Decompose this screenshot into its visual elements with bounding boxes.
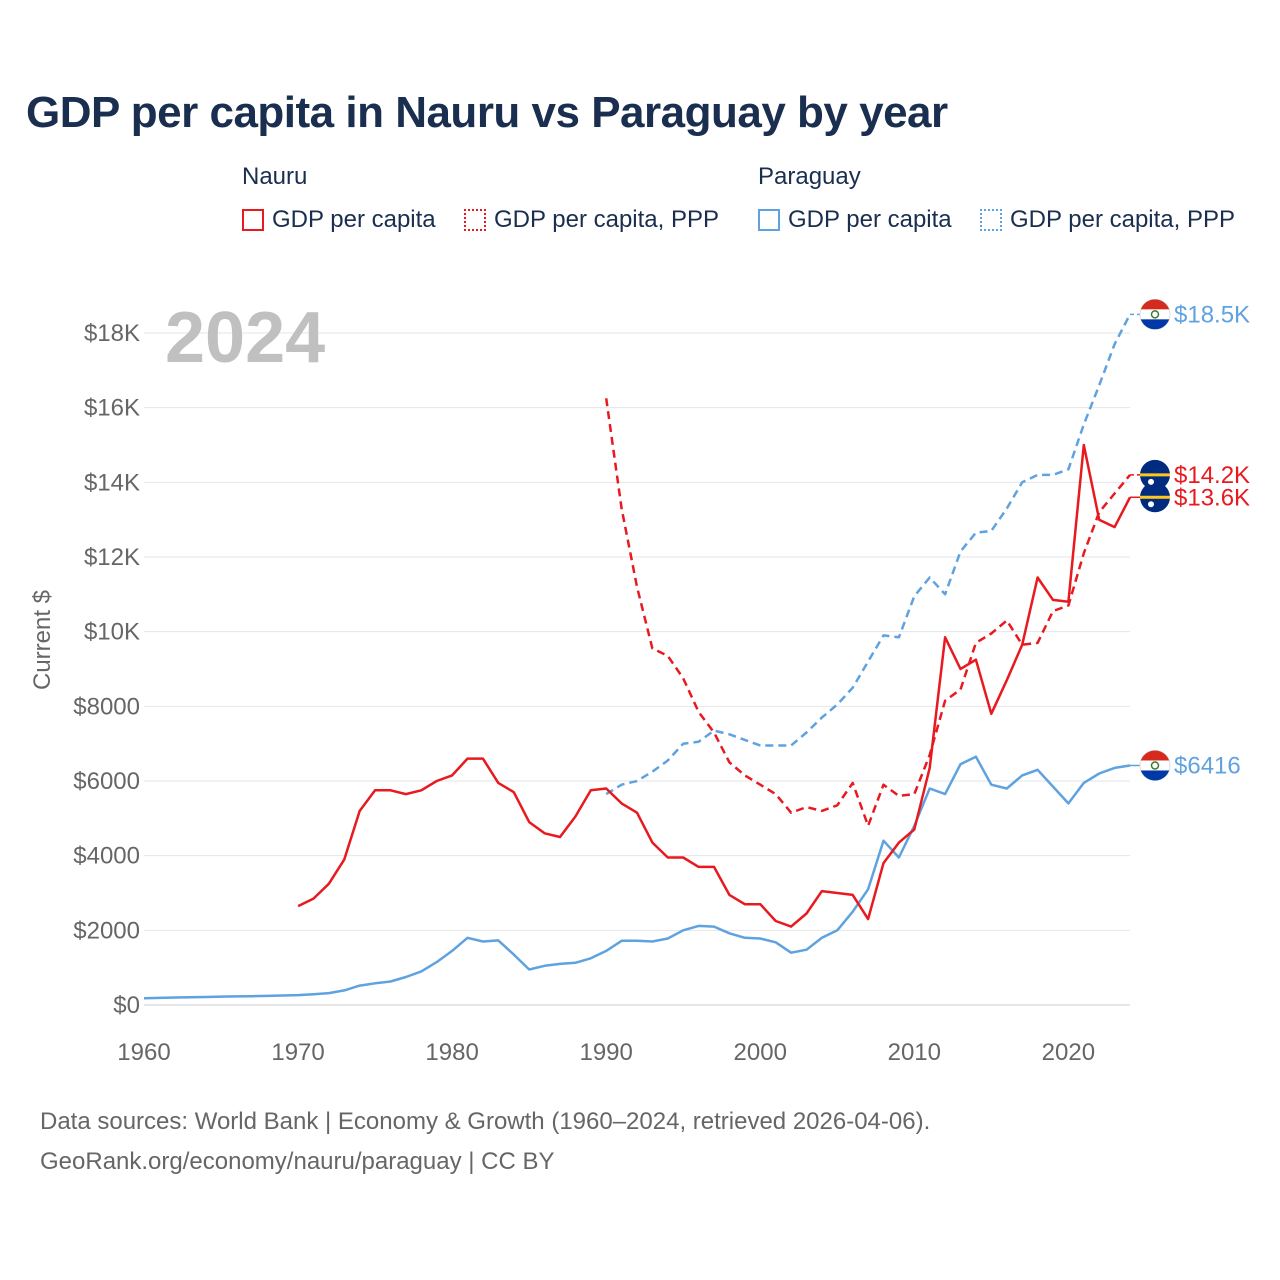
y-tick-label: $0 (113, 992, 140, 1019)
legend-swatch-solid-red (242, 209, 264, 231)
y-tick-label: $18K (84, 320, 140, 347)
x-tick-label: 2010 (888, 1039, 941, 1066)
legend-group-nauru: Nauru (242, 163, 308, 190)
end-value-label: $6416 (1174, 752, 1241, 779)
series-line-nauru-ppp[interactable] (604, 398, 1131, 828)
footer-attribution[interactable]: GeoRank.org/economy/nauru/paraguay | CC … (40, 1148, 555, 1175)
x-tick-label: 1990 (579, 1039, 632, 1066)
legend-swatch-dotted-blue (980, 209, 1002, 231)
legend-nauru-gdp[interactable]: GDP per capita (242, 205, 436, 235)
page-title: GDP per capita in Nauru vs Paraguay by y… (26, 88, 948, 137)
footer-sources: Data sources: World Bank | Economy & Gro… (40, 1108, 931, 1135)
x-tick-label: 1980 (425, 1039, 478, 1066)
x-tick-label: 2000 (734, 1039, 787, 1066)
y-tick-label: $14K (84, 469, 140, 496)
nauru-flag-icon (1140, 459, 1170, 490)
y-tick-label: $4000 (73, 843, 140, 870)
x-tick-label: 1970 (271, 1039, 324, 1066)
y-tick-label: $2000 (73, 917, 140, 944)
legend-label: GDP per capita, PPP (494, 206, 719, 233)
nauru-flag-icon (1140, 482, 1170, 513)
legend-group-paraguay: Paraguay (758, 163, 861, 190)
y-tick-label: $6000 (73, 768, 140, 795)
paraguay-flag-icon (1139, 298, 1171, 330)
end-value-label: $18.5K (1174, 301, 1250, 328)
y-axis-label: Current $ (29, 590, 56, 690)
series-line-paraguay-ppp[interactable] (605, 313, 1132, 796)
y-tick-label: $10K (84, 619, 140, 646)
x-tick-label: 1960 (117, 1039, 170, 1066)
grid-lines (144, 332, 1130, 931)
legend-paraguay-gdp[interactable]: GDP per capita (758, 205, 952, 235)
end-value-label: $13.6K (1174, 484, 1250, 511)
y-tick-label: $12K (84, 544, 140, 571)
legend-swatch-dotted-red (464, 209, 486, 231)
y-tick-label: $8000 (73, 693, 140, 720)
x-tick-label: 2020 (1042, 1039, 1095, 1066)
legend-paraguay-ppp[interactable]: GDP per capita, PPP (980, 205, 1235, 235)
legend-label: GDP per capita, PPP (1010, 206, 1235, 233)
end-markers: $6416 $18.5K $13.6K$14.2K (1130, 298, 1250, 781)
series-line-paraguay-gdp[interactable] (143, 755, 1131, 1000)
legend-nauru-ppp[interactable]: GDP per capita, PPP (464, 205, 719, 235)
end-value-label: $14.2K (1174, 462, 1250, 489)
y-tick-label: $16K (84, 395, 140, 422)
y-axis-ticks: $0 $2000 $4000 $6000 $8000 $10K $12K $14K $16K $1… (73, 320, 140, 1019)
series-lines (143, 313, 1132, 1000)
legend-label: GDP per capita (272, 206, 436, 233)
legend-label: GDP per capita (788, 206, 952, 233)
series-line-nauru-gdp[interactable] (297, 443, 1132, 928)
legend-swatch-solid-blue (758, 209, 780, 231)
year-label: 2024 (165, 298, 325, 378)
paraguay-flag-icon (1139, 749, 1171, 781)
x-axis-ticks: 1960 1970 1980 1990 2000 2010 2020 (117, 1039, 1095, 1066)
